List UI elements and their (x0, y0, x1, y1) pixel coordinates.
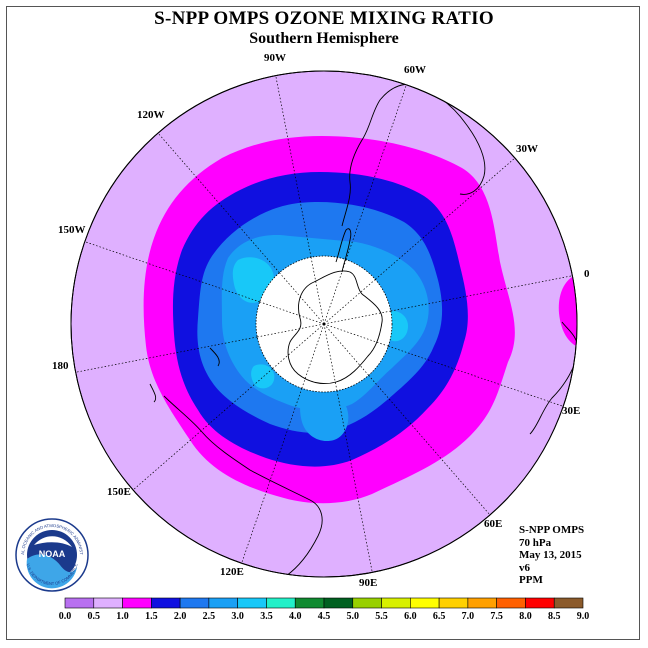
meridian-line-inner (323, 310, 391, 325)
colorbar-swatch (410, 597, 440, 609)
colorbar-swatch (266, 597, 296, 609)
colorbar-swatch (438, 597, 469, 609)
meridian-line (368, 375, 491, 516)
figure-frame (6, 6, 640, 640)
meridian-lines (75, 75, 573, 573)
meridian-line (241, 388, 303, 564)
ozone-band-2.5-3.0-south (300, 386, 349, 442)
colorbar-tick-label: 6.0 (404, 611, 417, 622)
lon-label-150w: 150W (58, 224, 86, 236)
colorbar-swatch (237, 597, 267, 609)
antarctic-peninsula (335, 228, 352, 273)
colorbar-tick-label: 4.0 (289, 611, 302, 622)
meridian-line-inner (323, 323, 338, 391)
meridian-line-inner (323, 259, 347, 325)
meridian-line-inner (259, 301, 325, 325)
colorbar-tick-label: 0.0 (59, 611, 72, 622)
colorbar-swatch (93, 597, 123, 609)
colorbar-tick-label: 2.5 (203, 611, 216, 622)
colorbar-swatch (525, 597, 555, 609)
lon-label-60e: 60E (484, 518, 503, 530)
colorbar-tick-label: 7.5 (490, 611, 503, 622)
noaa-logo: NOAA NATIONAL OCEANIC AND ATMOSPHERIC AD… (15, 518, 89, 592)
ozone-band-3.0-3.5-southwest (251, 364, 275, 389)
meridian-line-inner (310, 257, 325, 325)
ozone-band-3.0-3.5-west (232, 257, 275, 303)
australia-coastline (163, 395, 323, 577)
colorbar-tick-label: 7.0 (462, 611, 475, 622)
colorbar-swatch (323, 597, 354, 609)
meridian-line-inner (272, 323, 325, 369)
lon-label-180: 180 (52, 360, 69, 372)
colorbar-tick-label: 3.0 (231, 611, 244, 622)
lon-label-0: 0 (584, 268, 590, 280)
lon-label-60w: 60W (404, 64, 426, 76)
colorbar-tick-label: 1.5 (145, 611, 158, 622)
colorbar-swatch (467, 597, 497, 609)
colorbar-swatch (122, 597, 152, 609)
colorbar: 0.0 0.5 1.0 1.5 2.0 2.5 3.0 3.5 4.0 4.5 5.0 5.5 6.0 6… (59, 597, 590, 622)
meridian-line (84, 241, 260, 303)
meridian-line (132, 368, 273, 491)
meridian-line-inner (323, 279, 376, 325)
colorbar-tick-label: 9.0 (577, 611, 590, 622)
colorbar-swatch (294, 597, 325, 609)
meridian-line (75, 336, 258, 373)
south-america-coastline (341, 83, 486, 227)
lon-label-30w: 30W (516, 143, 538, 155)
meridian-line-inner (279, 272, 325, 325)
colorbar-swatch (179, 597, 210, 609)
map-disc-outline (70, 70, 578, 578)
africa-coastline (529, 321, 577, 435)
info-instrument: S-NPP OMPS (519, 524, 585, 536)
colorbar-tick-label: 2.0 (174, 611, 187, 622)
colorbar-swatch (496, 597, 526, 609)
colorbar-tick-label: 5.5 (375, 611, 388, 622)
info-units: PPM (519, 574, 543, 586)
antarctica-coastline (287, 270, 383, 385)
lon-label-120w: 120W (137, 109, 165, 121)
new-zealand-coastline (149, 347, 220, 403)
meridian-line-inner (323, 323, 389, 347)
colorbar-tick-label: 8.5 (548, 611, 561, 622)
lon-label-90e: 90E (359, 577, 378, 589)
colorbar-tick-label: 0.5 (88, 611, 101, 622)
colorbar-swatch (381, 597, 411, 609)
lon-label-90w: 90W (264, 52, 286, 64)
colorbar-swatch (208, 597, 238, 609)
lon-label-30e: 30E (562, 405, 581, 417)
meridian-line (157, 132, 280, 273)
meridian-line-inner (257, 323, 325, 338)
map-subtitle: Southern Hemisphere (249, 30, 399, 47)
meridian-line-inner (301, 323, 325, 389)
meridian-line (275, 75, 312, 258)
info-version: v6 (519, 561, 530, 574)
south-pole-marker (322, 322, 326, 326)
info-level: 70 hPa (519, 536, 552, 549)
colorbar-tick-label: 6.5 (433, 611, 446, 622)
colorbar-tick-label: 1.0 (116, 611, 129, 622)
info-block: S-NPP OMPS 70 hPa May 13, 2015 v6 PPM (519, 524, 584, 587)
meridian-line (388, 345, 564, 407)
colorbar-swatch (553, 597, 584, 609)
noaa-logo-text: NOAA (39, 549, 66, 559)
colorbar-swatch (151, 597, 181, 609)
meridian-line (345, 84, 407, 260)
meridian-line (375, 157, 516, 280)
colorbar-tick-label: 8.0 (519, 611, 532, 622)
meridian-line (390, 275, 573, 312)
meridian-line (336, 390, 373, 573)
lon-label-150e: 150E (107, 486, 131, 498)
colorbar-tick-label: 3.5 (260, 611, 273, 622)
colorbar-tick-label: 5.0 (347, 611, 360, 622)
meridian-line-inner (323, 323, 369, 376)
colorbar-tick-label: 4.5 (318, 611, 331, 622)
colorbar-swatch (352, 597, 382, 609)
info-date: May 13, 2015 (519, 549, 582, 561)
lon-label-120e: 120E (220, 566, 244, 578)
map-title: S-NPP OMPS OZONE MIXING RATIO (154, 8, 494, 29)
colorbar-swatch (64, 597, 95, 609)
no-data-boundary (255, 255, 393, 393)
